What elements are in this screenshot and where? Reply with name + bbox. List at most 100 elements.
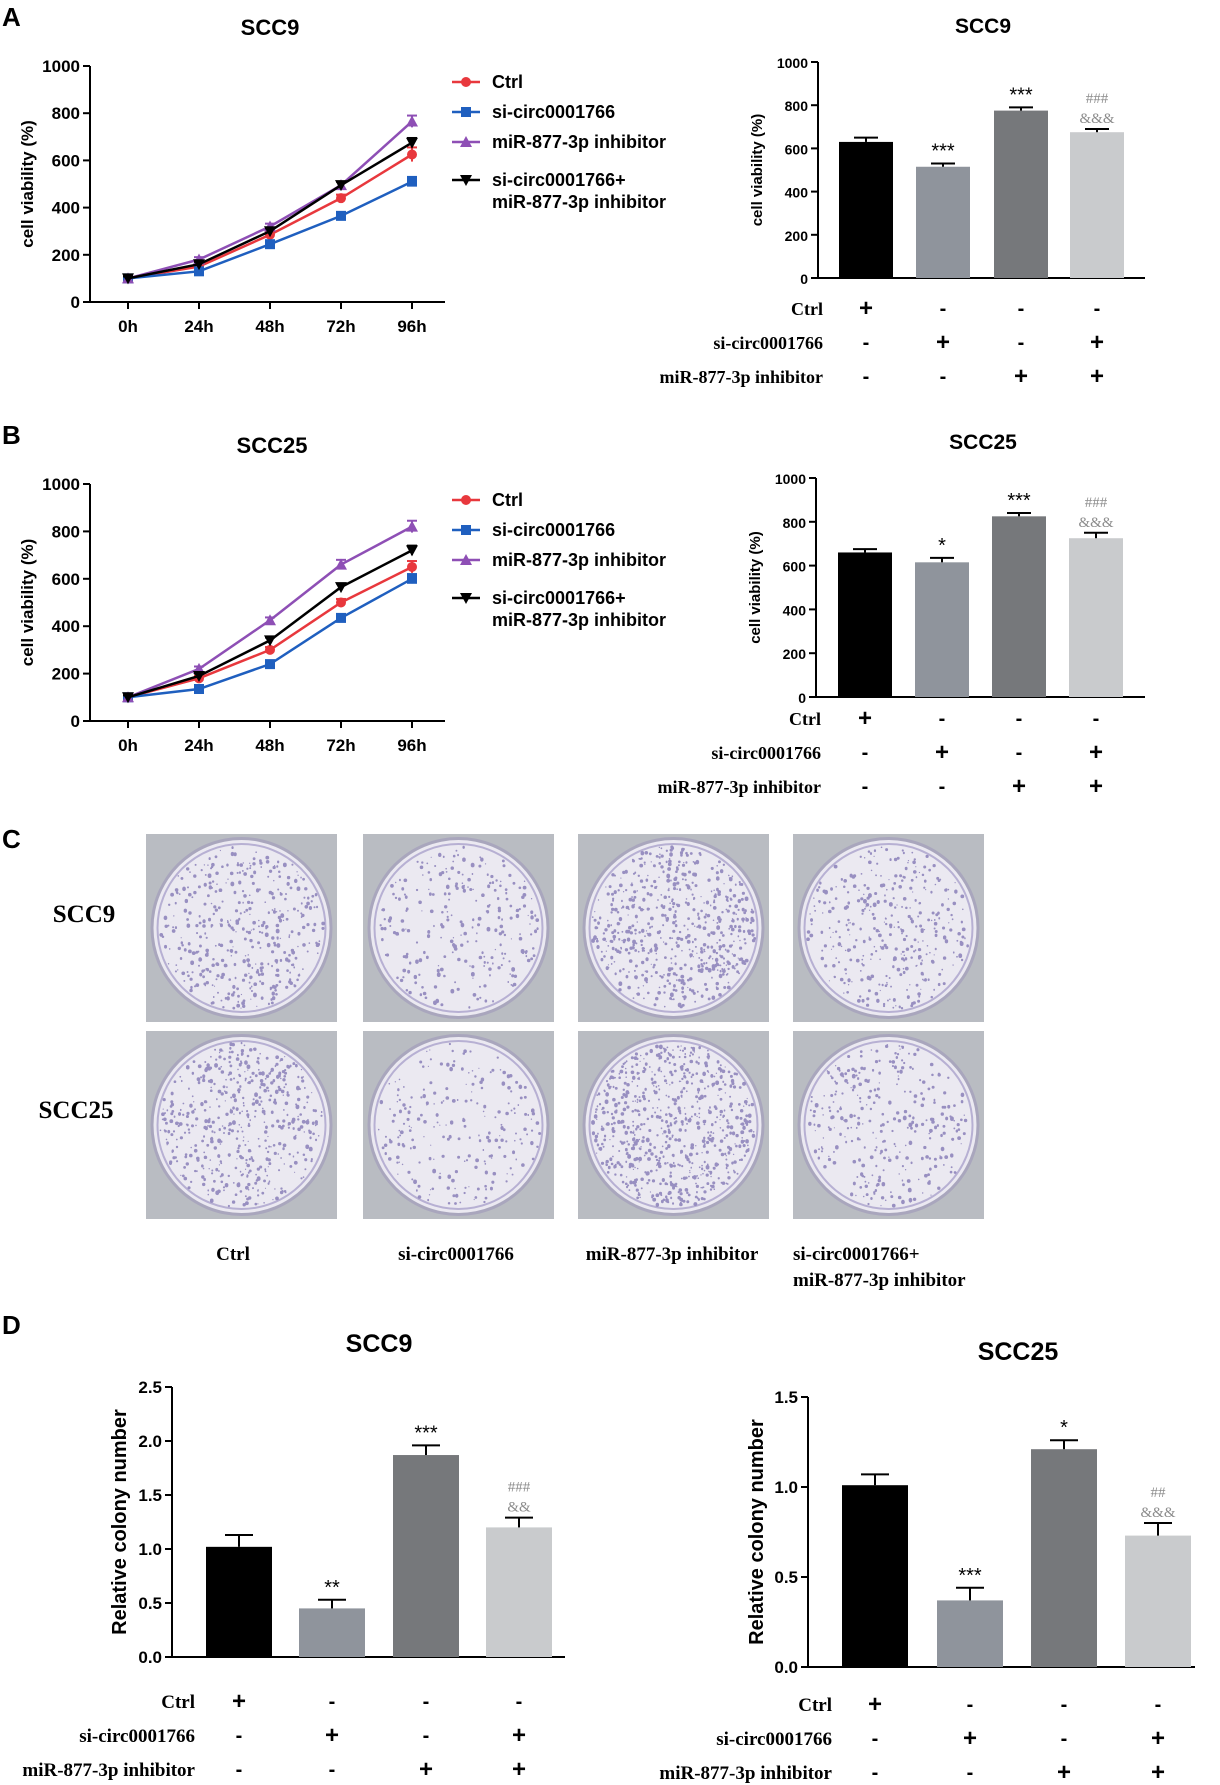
data-point [335, 180, 347, 192]
column-label: Ctrl [216, 1244, 250, 1265]
chart-title: SCC25 [978, 1338, 1059, 1366]
bar-chart-colony-scc9: SCC9 0.0 0.5 1.0 1.5 2.0 2.5 Relative colony nu… [109, 1330, 565, 1667]
significance-label: * [1060, 1417, 1068, 1439]
bar [994, 110, 1048, 278]
colonies [808, 1044, 968, 1208]
data-point [265, 239, 275, 250]
matrix-minus: - [872, 1728, 879, 1750]
x-tick-label: 0h [118, 736, 138, 755]
x-tick-label: 96h [397, 736, 426, 755]
chart-title: SCC9 [346, 1330, 413, 1358]
panel-letter: C [2, 824, 21, 854]
significance-label: *** [414, 1422, 438, 1444]
legend-label: miR-877-3p inhibitor [492, 550, 666, 570]
matrix-minus: - [1155, 1694, 1162, 1716]
colonies [159, 1041, 323, 1208]
colony-plate [578, 1031, 769, 1219]
data-point [194, 266, 204, 277]
y-tick-label: 0 [71, 293, 80, 312]
significance-label: &&& [1079, 111, 1114, 127]
x-tick-label: 0h [118, 317, 138, 336]
plate-inner-ring [803, 843, 974, 1013]
matrix-minus: - [872, 1762, 879, 1784]
matrix-row-label: si-circ0001766 [79, 1726, 195, 1747]
y-axis-label: cell viability (%) [18, 120, 37, 248]
matrix-minus: - [423, 1725, 430, 1747]
y-tick-label: 600 [785, 141, 809, 157]
matrix-row-label: miR-877-3p inhibitor [22, 1760, 195, 1781]
y-tick-label: 1.0 [138, 1540, 162, 1559]
y-tick-label: 400 [52, 199, 80, 218]
data-point [406, 137, 418, 149]
legend-label: si-circ0001766+ [492, 170, 626, 190]
matrix-row-label: si-circ0001766 [716, 1729, 832, 1750]
series-line [127, 525, 413, 699]
matrix-plus: + [859, 295, 873, 322]
legend-label: si-circ0001766 [492, 102, 615, 122]
y-tick-label: 1000 [42, 57, 80, 76]
legend-label: miR-877-3p inhibitor [492, 610, 666, 630]
matrix-plus: + [1012, 773, 1026, 800]
matrix-plus: + [858, 705, 872, 732]
significance-label: ** [324, 1577, 340, 1599]
colonies [379, 845, 540, 1009]
column-label: miR-877-3p inhibitor [586, 1244, 759, 1265]
y-axis-label: Relative colony number [109, 1409, 131, 1635]
data-point [335, 558, 347, 570]
y-axis-label: cell viability (%) [18, 539, 37, 667]
matrix-row-label: miR-877-3p inhibitor [657, 777, 821, 797]
treatment-matrix: Ctrl + - - - si-circ0001766 - + - + miR-877-3p inh… [22, 1688, 526, 1783]
y-tick-label: 200 [52, 246, 80, 265]
colony-plate [146, 834, 337, 1022]
legend-marker [460, 554, 472, 565]
matrix-plus: + [325, 1722, 339, 1749]
matrix-minus: - [1018, 332, 1025, 354]
legend-marker [461, 77, 471, 87]
matrix-plus: + [935, 739, 949, 766]
panel-d: SCC9 0.0 0.5 1.0 1.5 2.0 2.5 Relative colony nu… [22, 1330, 1195, 1785]
x-tick-label: 24h [184, 317, 213, 336]
data-point [264, 226, 276, 238]
matrix-minus: - [329, 1691, 336, 1713]
y-tick-label: 600 [52, 151, 80, 170]
data-point [335, 582, 347, 594]
column-label: si-circ0001766 [398, 1244, 514, 1265]
matrix-row-label: miR-877-3p inhibitor [659, 367, 823, 387]
matrix-minus: - [1093, 708, 1100, 730]
data-point [265, 644, 275, 655]
legend-marker [461, 107, 471, 117]
y-tick-label: 400 [52, 617, 80, 636]
plate-dish [153, 1037, 330, 1213]
plate-inner-ring [588, 843, 759, 1013]
colony-plate [146, 1031, 337, 1219]
treatment-matrix: Ctrl + - - - si-circ0001766 - + - + miR-877-3p inh… [657, 705, 1103, 800]
x-tick-label: 96h [397, 317, 426, 336]
matrix-plus: + [868, 1691, 882, 1718]
data-point [336, 597, 346, 608]
matrix-minus: - [1016, 708, 1023, 730]
y-tick-label: 0.5 [138, 1594, 162, 1613]
colony-plate [793, 834, 984, 1022]
bar [393, 1455, 459, 1657]
y-tick-label: 0 [800, 271, 808, 287]
matrix-minus: - [862, 742, 869, 764]
bar [1070, 132, 1124, 278]
legend-marker [461, 525, 471, 535]
y-axis-label: Relative colony number [746, 1419, 768, 1645]
significance-label: *** [931, 141, 955, 163]
y-tick-label: 0 [798, 690, 806, 706]
panel-letter: D [2, 1310, 21, 1340]
legend-marker [460, 175, 472, 186]
matrix-minus: - [967, 1694, 974, 1716]
series-line [127, 565, 413, 699]
data-point [265, 659, 275, 670]
series-3 [122, 519, 418, 703]
y-tick-label: 0 [71, 712, 80, 731]
significance-label: *** [1009, 84, 1033, 106]
matrix-minus: - [863, 366, 870, 388]
y-tick-label: 1000 [775, 471, 806, 487]
y-tick-label: 1000 [777, 55, 808, 71]
y-tick-label: 2.0 [138, 1432, 162, 1451]
matrix-plus: + [1090, 329, 1104, 356]
matrix-row-label: si-circ0001766 [713, 333, 823, 353]
